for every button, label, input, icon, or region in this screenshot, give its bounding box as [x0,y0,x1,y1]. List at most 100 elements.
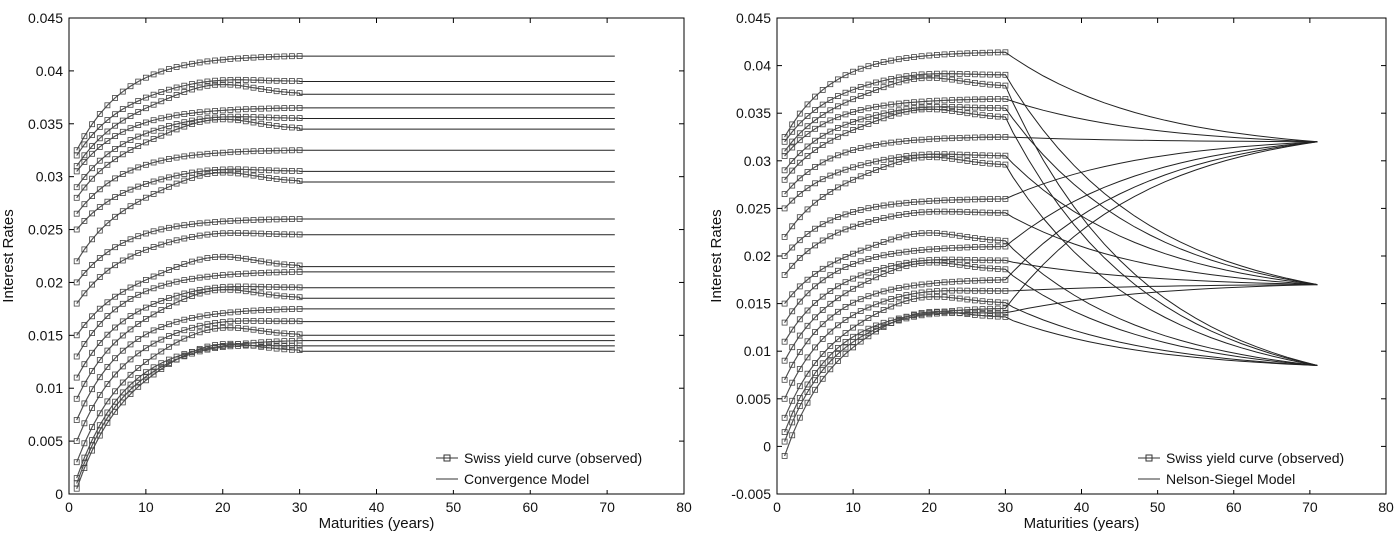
legend-box-right [1134,446,1380,490]
observed-point-marker [296,105,303,111]
observed-point-marker [964,157,971,164]
observed-point-marker [812,199,818,206]
observed-point-marker [934,230,940,237]
observed-point-marker [112,324,118,331]
observed-point-marker [819,87,826,93]
observed-point-marker [903,199,910,206]
observed-point-marker [934,197,940,204]
observed-point-marker [880,102,887,109]
observed-point-marker [235,148,242,155]
observed-point-marker [288,231,295,238]
observed-point-marker [73,210,80,217]
observed-point-marker [273,147,280,154]
observed-point-marker [835,76,841,83]
observed-point-marker [165,356,172,363]
observed-curve-line [784,51,1006,138]
observed-point-marker [941,135,948,142]
observed-point-marker [212,150,219,157]
observed-point-marker [850,223,856,230]
observed-point-marker [81,340,88,347]
observed-point-marker [258,258,265,265]
observed-point-marker [242,106,249,113]
observed-point-marker [119,88,126,95]
observed-point-marker [956,307,963,314]
observed-point-marker [956,96,963,103]
observed-point-marker [142,304,149,311]
observed-point-marker [827,314,834,321]
observed-point-marker [189,234,195,240]
observed-point-marker [273,318,280,325]
observed-point-marker [119,190,126,197]
observed-point-marker [235,170,242,177]
observed-point-marker [911,231,917,237]
observed-point-marker [956,71,963,77]
observed-point-marker [165,183,172,190]
observed-point-marker [288,53,295,60]
observed-point-marker [1002,243,1009,250]
observed-point-marker [296,147,303,154]
observed-point-marker [994,287,1001,294]
observed-point-marker [227,218,234,224]
observed-point-marker [265,54,272,60]
observed-point-marker [96,340,103,346]
observed-point-marker [142,331,149,338]
observed-point-marker [819,335,826,342]
observed-point-marker [281,269,288,276]
observed-point-marker [173,112,180,119]
observed-point-marker [804,101,811,108]
observed-point-marker [135,383,142,390]
observed-point-marker [81,380,88,387]
observed-point-marker [181,62,188,69]
observed-point-marker [819,132,826,139]
observed-point-marker [250,77,257,83]
observed-point-marker [827,107,834,114]
observed-point-marker [189,258,195,265]
observed-point-marker [212,272,219,279]
observed-point-marker [865,121,872,127]
observed-point-marker [258,290,265,297]
observed-point-marker [949,76,955,83]
model-curve-line [784,284,1318,442]
observed-point-marker [789,138,796,145]
observed-point-marker [212,230,219,237]
observed-point-marker [903,73,910,80]
observed-point-marker [895,234,902,241]
observed-point-marker [835,267,841,274]
legend-model-label-left: Convergence Model [464,471,589,487]
observed-point-marker [258,307,265,314]
model-curve-line [784,136,1318,195]
observed-point-marker [235,76,242,83]
observed-point-marker [288,269,295,275]
observed-point-marker [819,307,826,314]
observed-point-marker [781,452,788,459]
observed-point-marker [219,114,226,120]
observed-point-marker [835,295,841,302]
observed-point-marker [265,175,272,181]
observed-point-marker [212,325,219,332]
observed-point-marker [112,175,118,182]
observed-point-marker [158,187,165,194]
observed-point-marker [181,177,188,184]
observed-point-marker [880,164,887,170]
observed-point-marker [296,262,303,269]
observed-point-marker [903,262,910,269]
observed-point-marker [112,371,118,378]
observed-point-marker [918,136,925,143]
observed-point-marker [857,258,864,265]
observed-point-marker [812,163,818,170]
observed-point-marker [96,255,103,261]
observed-point-marker [273,88,280,95]
observed-point-marker [827,217,834,224]
observed-point-marker [865,244,872,251]
observed-curve-line [76,289,300,400]
observed-point-marker [987,298,993,305]
observed-point-marker [979,112,986,119]
observed-point-marker [987,305,993,312]
y-axis-label-right: Interest Rates [708,209,725,302]
x-tick-label: 20 [215,499,231,515]
observed-point-marker [812,125,818,132]
observed-point-marker [956,134,963,141]
observed-point-marker [265,269,272,276]
observed-point-marker [73,459,80,466]
observed-point-marker [196,59,203,66]
